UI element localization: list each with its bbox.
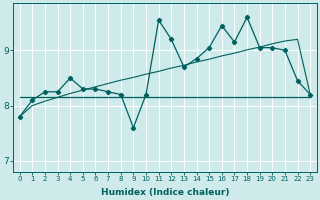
X-axis label: Humidex (Indice chaleur): Humidex (Indice chaleur) (101, 188, 229, 197)
